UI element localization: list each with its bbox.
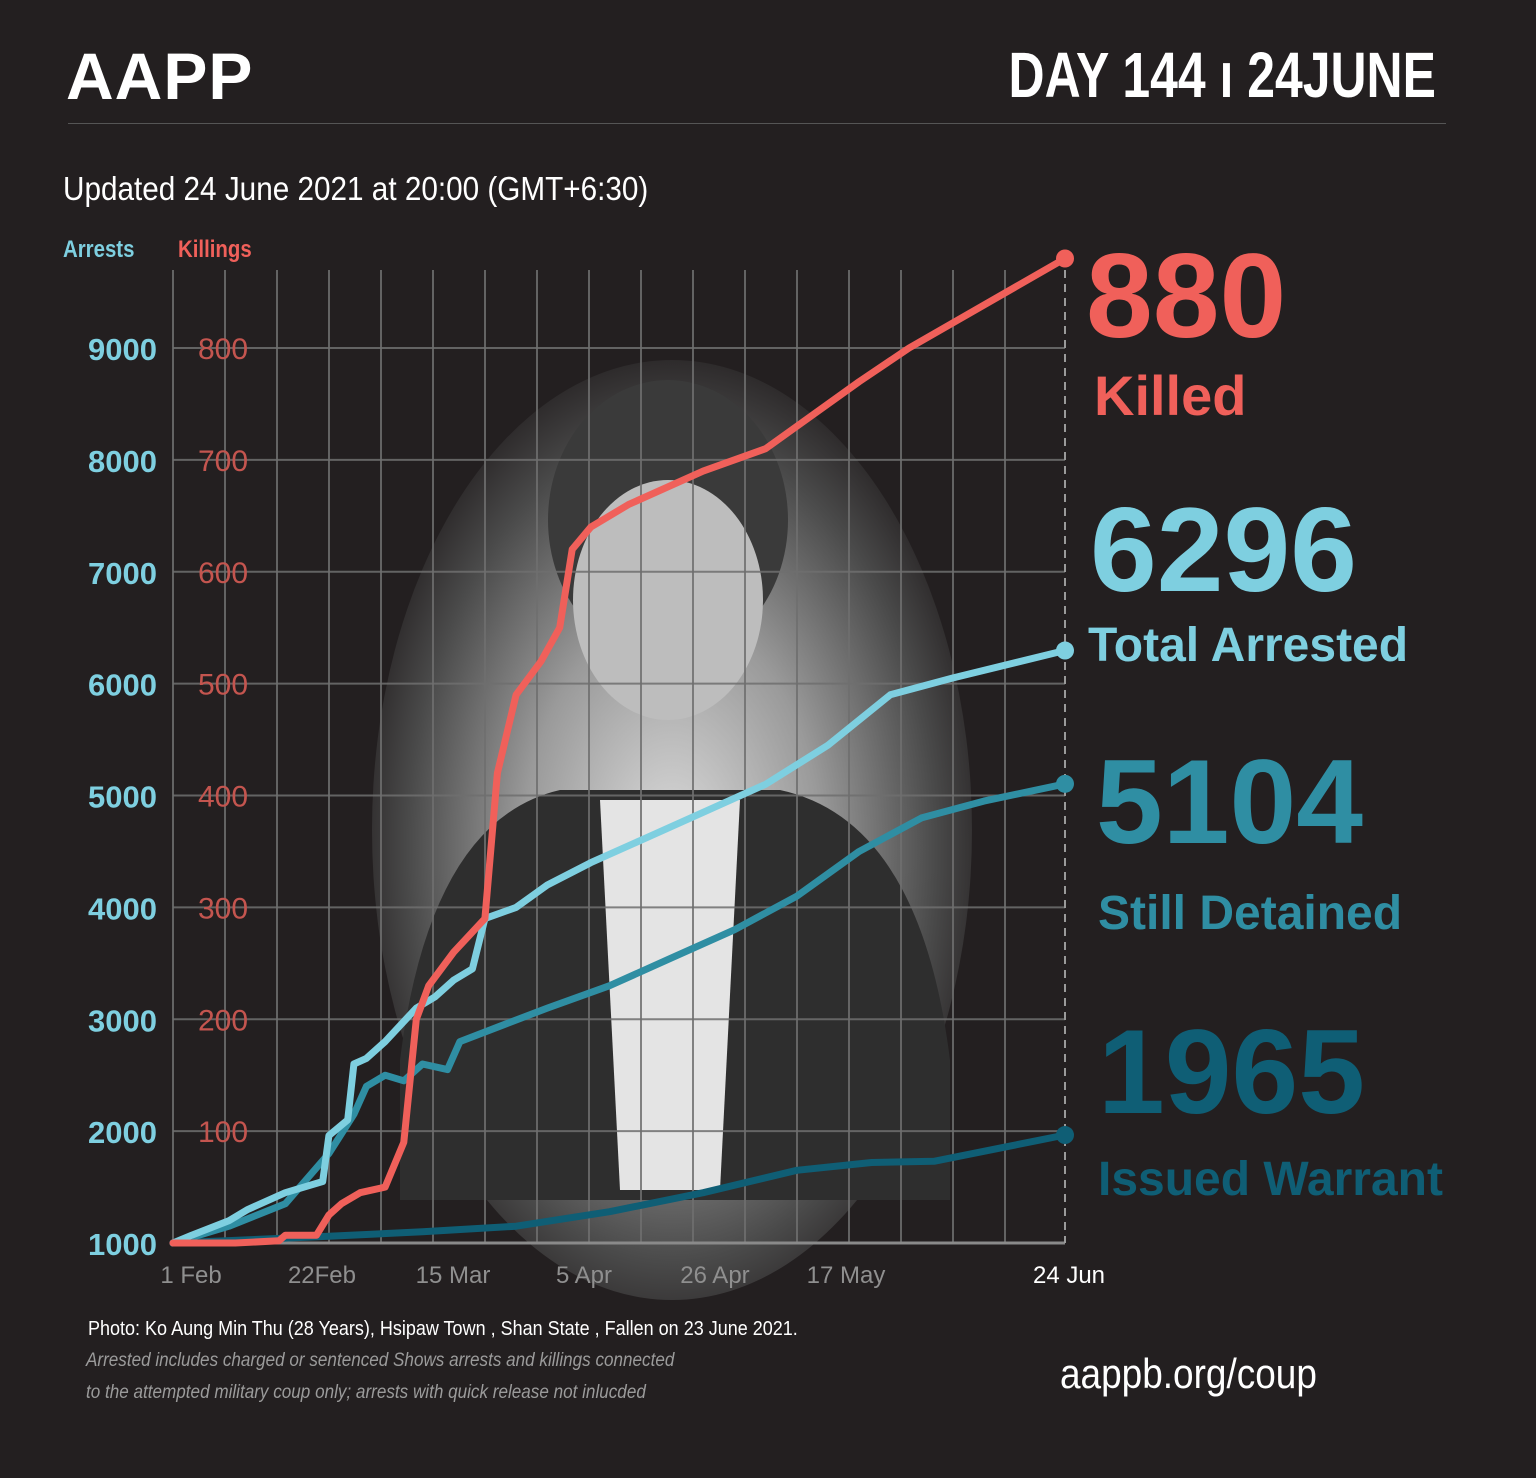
x-tick-label: 24 Jun [1033,1262,1105,1289]
series-end-point-issued-warrant [1056,1126,1074,1145]
stat-warrant-value: 1965 [1098,1005,1365,1139]
stat-arrested-value: 6296 [1090,483,1357,617]
y-right-tick-label: 300 [198,892,248,925]
y-right-tick-label: 100 [198,1116,248,1149]
series-end-point-total-arrested [1056,641,1074,660]
day-counter: DAY 144 ı 24JUNE [1008,39,1436,111]
photo-credit: Photo: Ko Aung Min Thu (28 Years), Hsipa… [88,1318,798,1340]
x-tick-label: 26 Apr [680,1262,749,1289]
axis-label-arrests: Arrests [63,236,135,263]
stat-warrant-label: Issued Warrant [1098,1153,1443,1206]
header-divider [68,123,1446,124]
series-line-killings [169,255,1069,1247]
y-left-tick-label: 4000 [88,891,157,926]
y-left-tick-label: 5000 [88,780,157,815]
y-right-tick-label: 500 [198,669,248,702]
x-tick-label: 5 Apr [556,1262,612,1289]
x-tick-label: 15 Mar [416,1262,491,1289]
x-tick-label: 1 Feb [160,1262,221,1289]
y-axis-left: 1000 2000 3000 4000 5000 6000 7000 8000 9000 [88,332,157,1262]
stat-detained-value: 5104 [1096,735,1363,869]
stat-killed-value: 880 [1086,229,1287,363]
y-left-tick-label: 8000 [88,444,157,479]
y-axis-right: 100 200 300 400 500 600 700 800 [198,333,248,1149]
series-line-total-arrested [169,647,1069,1247]
y-right-tick-label: 700 [198,445,248,478]
x-tick-label: 17 May [807,1262,886,1289]
y-right-tick-label: 600 [198,557,248,590]
brand-logo: AAPP [66,39,254,113]
y-right-tick-label: 200 [198,1004,248,1037]
series-end-point-still-detained [1056,774,1074,793]
x-tick-label: 22Feb [288,1262,356,1289]
source-url-link[interactable]: aappb.org/coup [1060,1350,1317,1397]
series-end-point-killings [1056,249,1074,268]
stat-killed-label: Killed [1094,364,1247,427]
y-left-tick-label: 9000 [88,332,157,367]
chart-grid [172,270,1066,1245]
footnote-line-2: to the attempted military coup only; arr… [86,1382,646,1403]
y-left-tick-label: 1000 [88,1227,157,1262]
y-right-tick-label: 800 [198,333,248,366]
y-left-tick-label: 6000 [88,668,157,703]
x-axis: 1 Feb 22Feb 15 Mar 5 Apr 26 Apr 17 May 24 Jun [160,1262,1105,1289]
y-left-tick-label: 2000 [88,1115,157,1150]
y-left-tick-label: 3000 [88,1003,157,1038]
series-line-issued-warrant [169,1131,1069,1247]
y-left-tick-label: 7000 [88,556,157,591]
updated-timestamp: Updated 24 June 2021 at 20:00 (GMT+6:30) [63,170,649,207]
y-right-tick-label: 400 [198,781,248,814]
axis-label-killings: Killings [178,236,252,263]
chart-series [169,249,1074,1247]
stat-arrested-label: Total Arrested [1088,619,1409,672]
stat-detained-label: Still Detained [1098,887,1403,940]
series-line-still-detained [169,780,1069,1247]
footnote-line-1: Arrested includes charged or sentenced S… [86,1350,675,1371]
